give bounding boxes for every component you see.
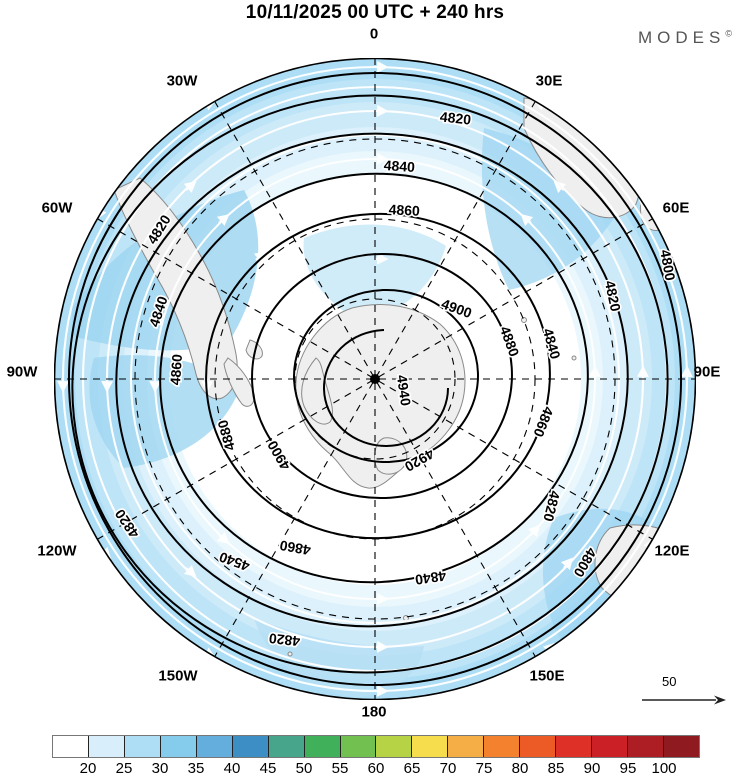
colorbar-cell[interactable] (196, 736, 233, 757)
longitude-label-120e: 120E (654, 542, 690, 560)
colorbar-tick-label: 85 (547, 760, 565, 777)
windspeed-shading (54, 58, 696, 700)
colorbar-tick-label: 20 (79, 760, 97, 777)
colorbar-tick-label: 25 (115, 760, 133, 777)
colorbar-cell[interactable] (340, 736, 377, 757)
south-pole-dot (370, 374, 380, 384)
colorbar-tick-label: 65 (403, 760, 421, 777)
map-boundary (54, 58, 696, 700)
colorbar-tick-label: 60 (367, 760, 385, 777)
longitude-label-90w: 90W (6, 363, 38, 381)
wind-scale-value: 50 (662, 674, 677, 689)
copyright-icon: © (725, 28, 732, 39)
colorbar-tick-label: 35 (187, 760, 205, 777)
longitude-label-60w: 60W (41, 199, 73, 217)
contour-label: 4940 (394, 374, 414, 407)
colorbar-cell[interactable] (232, 736, 269, 757)
colorbar-cell[interactable] (556, 736, 593, 757)
contour-label: 4820 (268, 630, 301, 649)
colorbar-cell[interactable] (124, 736, 161, 757)
longitude-label-150w: 150W (158, 667, 198, 685)
map-disk-contents (54, 58, 696, 700)
colorbar-cell[interactable] (53, 736, 89, 757)
contour-label: 4820 (439, 108, 472, 127)
longitude-label-90e: 90E (693, 363, 721, 381)
colorbar-ticks: 20 25 30 35 40 45 50 55 60 65 70 75 80 85 90 95 100 (52, 760, 700, 780)
colorbar-cell[interactable] (88, 736, 125, 757)
colorbar-tick-label: 50 (295, 760, 313, 777)
longitude-label-180: 180 (361, 703, 387, 721)
colorbar-tick-label: 30 (151, 760, 169, 777)
colorbar-cell[interactable] (484, 736, 521, 757)
colorbar-tick-label: 40 (223, 760, 241, 777)
polar-map[interactable]: 4820 4840 4860 4820 4800 4840 4820 4900 4860 4880… (54, 58, 696, 700)
longitude-label-30e: 30E (535, 72, 563, 90)
colorbar-cell[interactable] (663, 736, 699, 757)
colorbar-tick-label: 100 (651, 760, 677, 777)
longitude-label-0: 0 (369, 25, 379, 43)
colorbar-cell[interactable] (376, 736, 413, 757)
colorbar-tick-label: 45 (259, 760, 277, 777)
colorbar-cell[interactable] (412, 736, 449, 757)
contour-label: 4840 (383, 157, 415, 175)
colorbar-tick-label: 55 (331, 760, 349, 777)
longitude-label-150e: 150E (529, 667, 565, 685)
longitude-label-120w: 120W (37, 542, 77, 560)
colorbar-cell[interactable] (520, 736, 557, 757)
wind-scale-legend: 50 (640, 674, 732, 710)
contour-label: 4840 (414, 568, 447, 588)
modes-logo-text: MODES (638, 28, 726, 47)
colorbar-tick-label: 90 (583, 760, 601, 777)
arrow-right-icon (642, 695, 726, 705)
modes-logo: MODES© (638, 28, 732, 48)
colorbar-cell[interactable] (268, 736, 305, 757)
longitude-label-60e: 60E (662, 199, 690, 217)
page-title: 10/11/2025 00 UTC + 240 hrs (245, 2, 505, 23)
longitude-label-30w: 30W (166, 72, 198, 90)
colorbar[interactable] (52, 735, 700, 758)
height-contours (68, 72, 682, 686)
colorbar-cell[interactable] (628, 736, 664, 757)
colorbar-tick-label: 95 (619, 760, 637, 777)
colorbar-tick-label: 80 (511, 760, 529, 777)
colorbar-cell[interactable] (304, 736, 341, 757)
contour-label: 4860 (388, 201, 420, 219)
colorbar-cell[interactable] (448, 736, 485, 757)
colorbar-tick-label: 75 (475, 760, 493, 777)
colorbar-cell[interactable] (592, 736, 628, 757)
contour-label: 4860 (167, 353, 185, 385)
colorbar-cell[interactable] (160, 736, 197, 757)
colorbar-tick-label: 70 (439, 760, 457, 777)
